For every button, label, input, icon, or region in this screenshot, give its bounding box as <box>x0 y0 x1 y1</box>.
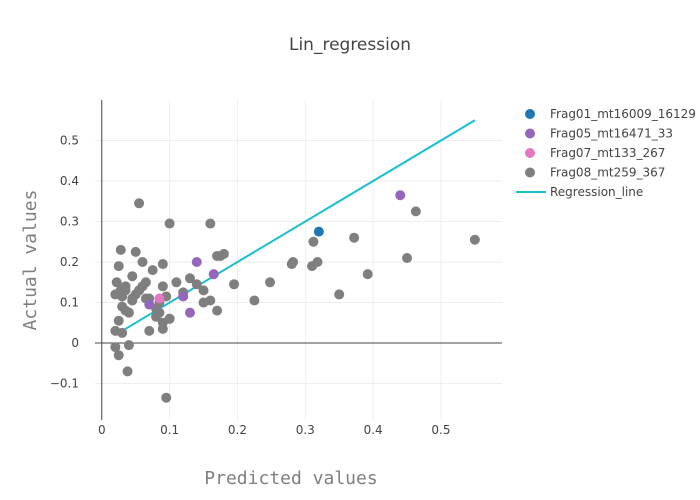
legend-entry-label: Regression_line <box>550 185 643 199</box>
y-tick-label: 0.4 <box>60 174 79 188</box>
legend-swatch-marker <box>525 109 535 119</box>
data-point <box>410 206 421 217</box>
data-point <box>137 257 148 268</box>
data-point <box>334 289 345 300</box>
y-tick-label: 0 <box>71 336 79 350</box>
legend: Frag01_mt16009_16129 Frag05_mt16471_33 Fra… <box>516 107 696 199</box>
data-point <box>111 277 122 288</box>
data-point <box>120 285 131 296</box>
data-point <box>127 271 138 282</box>
data-point <box>113 315 124 326</box>
data-point <box>157 259 168 270</box>
legend-swatch-marker <box>525 167 535 178</box>
data-point <box>229 279 240 290</box>
data-point <box>395 190 406 201</box>
data-point <box>110 342 121 353</box>
data-point <box>164 218 175 229</box>
data-point <box>212 305 223 316</box>
data-point <box>212 250 223 261</box>
x-tick-label: 0.5 <box>431 423 450 437</box>
data-point <box>122 366 133 377</box>
data-point <box>144 299 155 310</box>
data-point <box>117 327 128 338</box>
legend-swatch-marker <box>525 128 535 139</box>
x-tick-label: 0.3 <box>296 423 315 437</box>
legend-swatch-marker <box>525 148 535 158</box>
data-point <box>120 305 131 316</box>
data-point <box>288 257 299 268</box>
data-point <box>154 307 165 318</box>
data-point <box>184 273 195 284</box>
data-point <box>312 257 323 268</box>
data-point <box>198 285 209 296</box>
data-point <box>134 198 145 209</box>
data-point <box>113 261 124 272</box>
data-point <box>130 246 141 257</box>
x-tick-label: 0.4 <box>364 423 383 437</box>
regression-line <box>114 119 476 336</box>
chart-title: Lin_regression <box>289 35 411 55</box>
y-axis-title: Actual values <box>20 190 41 331</box>
data-point <box>349 232 360 243</box>
y-tick-label: 0.3 <box>60 215 79 229</box>
data-point <box>308 236 319 247</box>
data-point <box>161 392 172 403</box>
x-axis-title: Predicted values <box>204 468 377 489</box>
data-point <box>265 277 276 288</box>
data-point <box>469 234 480 245</box>
data-point <box>147 265 158 276</box>
data-point <box>113 350 124 361</box>
axes: 0 0.1 0.2 0.3 0.4 0.5 −0.1 0 0.1 0.2 0.3 0.4 0.5 <box>50 100 502 437</box>
data-point <box>198 297 209 308</box>
data-point <box>313 226 324 237</box>
data-point <box>208 269 219 280</box>
data-point <box>249 295 260 306</box>
legend-entry-label: Frag08_mt259_367 <box>550 166 665 180</box>
data-point <box>157 281 168 292</box>
x-tick-label: 0.1 <box>160 423 179 437</box>
legend-entry-label: Frag07_mt133_267 <box>550 146 665 160</box>
y-tick-label: 0.2 <box>60 255 79 269</box>
y-tick-label: −0.1 <box>50 377 79 391</box>
plot-area <box>110 119 480 403</box>
data-point <box>178 291 189 302</box>
data-point <box>134 285 145 296</box>
y-tick-label: 0.5 <box>60 134 79 148</box>
data-point <box>205 218 216 229</box>
data-point <box>123 340 134 351</box>
x-tick-label: 0.2 <box>228 423 247 437</box>
data-point <box>115 244 126 255</box>
data-point <box>154 293 165 304</box>
data-point <box>127 295 138 306</box>
x-tick-label: 0 <box>98 423 106 437</box>
data-point <box>191 279 202 290</box>
data-point <box>144 325 155 336</box>
data-point <box>184 307 195 318</box>
legend-entry-label: Frag01_mt16009_16129 <box>550 107 696 121</box>
legend-entry-label: Frag05_mt16471_33 <box>550 127 673 141</box>
data-point <box>362 269 373 280</box>
y-tick-label: 0.1 <box>60 296 79 310</box>
data-point <box>402 252 413 263</box>
data-point <box>171 277 182 288</box>
data-point <box>191 257 202 268</box>
data-point <box>164 313 175 324</box>
